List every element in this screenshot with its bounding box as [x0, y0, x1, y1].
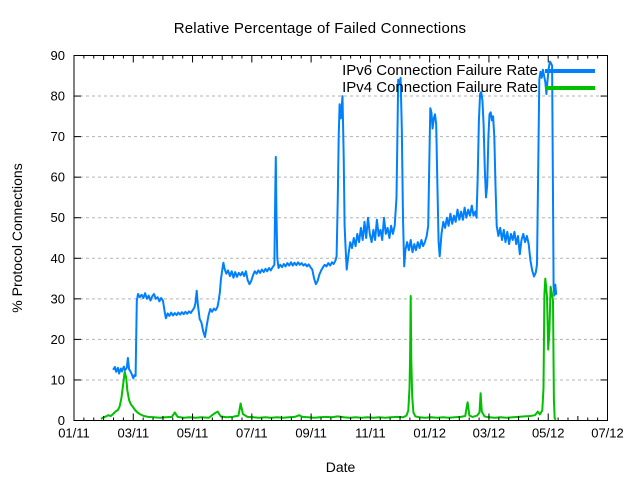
series-line-ipv6	[112, 60, 558, 380]
legend: IPv6 Connection Failure Rate IPv4 Connec…	[342, 62, 595, 96]
chart-title: Relative Percentage of Failed Connection…	[173, 20, 467, 37]
x-tick-label: 03/12	[473, 426, 506, 441]
legend-line-sample-ipv4	[545, 85, 595, 90]
x-tick-label: 07/12	[591, 426, 624, 441]
y-tick-label: 0	[58, 413, 65, 428]
y-tick-label: 70	[51, 129, 65, 144]
y-axis-label: % Protocol Connections	[9, 163, 25, 313]
x-tick-label: 09/11	[295, 426, 327, 441]
y-tick-label: 90	[51, 48, 65, 63]
y-tick-label: 20	[51, 332, 65, 347]
legend-label-ipv6: IPv6 Connection Failure Rate	[342, 62, 538, 79]
y-tick-label: 30	[51, 291, 65, 306]
y-tick-label: 40	[51, 251, 65, 266]
x-tick-label: 05/11	[177, 426, 209, 441]
y-tick-label: 50	[51, 210, 65, 225]
series-line-ipv4	[100, 277, 557, 421]
x-tick-label: 11/11	[355, 426, 386, 441]
x-tick-label: 01/11	[58, 426, 90, 441]
y-tick-label: 10	[51, 372, 65, 387]
x-tick-label: 03/11	[117, 426, 149, 441]
x-tick-label: 05/12	[532, 426, 565, 441]
x-tick-label: 01/12	[413, 426, 446, 441]
y-tick-label: 60	[51, 170, 65, 185]
y-tick-label: 80	[51, 89, 65, 104]
legend-line-sample-ipv6	[545, 68, 595, 73]
legend-entry-ipv4: IPv4 Connection Failure Rate	[342, 79, 595, 96]
legend-entry-ipv6: IPv6 Connection Failure Rate	[342, 62, 595, 79]
x-tick-label: 07/11	[236, 426, 268, 441]
legend-label-ipv4: IPv4 Connection Failure Rate	[342, 79, 538, 96]
x-axis-label: Date	[325, 459, 356, 475]
